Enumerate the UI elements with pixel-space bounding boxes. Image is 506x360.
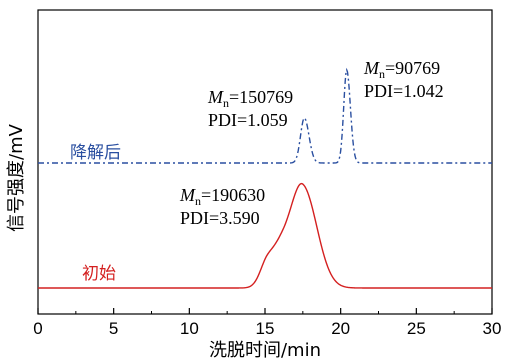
series-label-1: 初始 [82, 264, 116, 284]
annotation-layer: Mn=150769PDI=1.059Mn=90769PDI=1.042Mn=19… [179, 58, 444, 228]
x-tick-label: 0 [33, 319, 42, 338]
x-tick-label: 10 [180, 319, 199, 338]
series-label-0: 降解后 [70, 143, 121, 163]
x-tick-label: 20 [331, 319, 350, 338]
mn-annotation: Mn=190630 [179, 185, 265, 208]
mn-value: =190630 [201, 185, 265, 205]
mn-subscript: n [379, 67, 385, 81]
mn-subscript: n [195, 194, 201, 208]
mn-symbol: M [363, 58, 380, 78]
pdi-annotation: PDI=1.042 [364, 81, 444, 101]
y-axis-title: 信号强度/mV [6, 123, 27, 232]
mn-value: =150769 [229, 87, 293, 107]
x-tick-label: 15 [256, 319, 275, 338]
x-tick-label: 5 [109, 319, 118, 338]
series-line-0 [38, 67, 492, 164]
x-tick-label: 25 [407, 319, 426, 338]
pdi-annotation: PDI=1.059 [208, 110, 288, 130]
mn-annotation: Mn=150769 [207, 87, 293, 110]
mn-annotation: Mn=90769 [363, 58, 440, 81]
x-axis: 0 5 10 15 20 25 30 [33, 308, 501, 338]
mn-symbol: M [207, 87, 224, 107]
mn-value: =90769 [385, 58, 440, 78]
x-tick-label: 30 [483, 319, 502, 338]
pdi-annotation: PDI=3.590 [180, 208, 260, 228]
x-axis-title: 洗脱时间/min [209, 340, 321, 360]
mn-subscript: n [223, 96, 229, 110]
mn-symbol: M [179, 185, 196, 205]
series-line-1 [38, 182, 492, 289]
